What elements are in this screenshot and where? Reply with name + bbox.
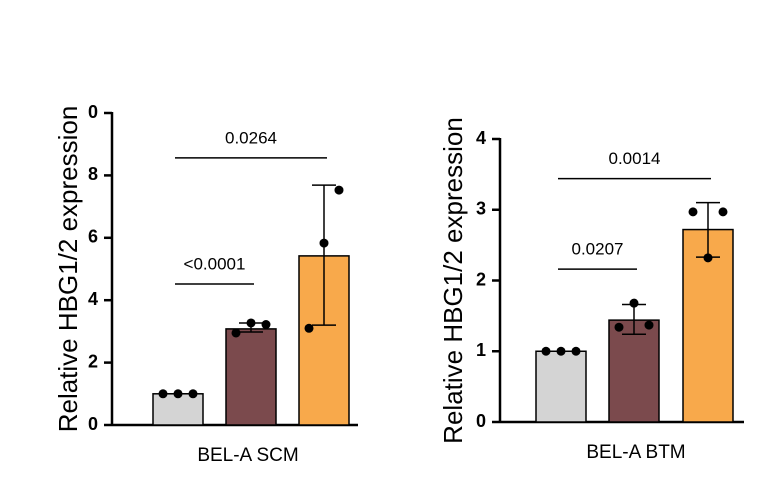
data-point xyxy=(246,318,256,328)
data-point xyxy=(688,207,698,217)
data-point xyxy=(334,185,344,195)
data-point xyxy=(718,207,728,217)
data-point xyxy=(158,389,168,399)
y-axis-label: Relative HBG1/2 expression xyxy=(438,117,468,444)
bar xyxy=(152,393,204,426)
y-tick-label: 8 xyxy=(88,164,98,184)
data-point xyxy=(629,298,639,308)
y-tick-label: 4 xyxy=(88,289,98,309)
data-point xyxy=(319,238,329,248)
y-tick-label: 2 xyxy=(88,351,98,371)
error-bar xyxy=(312,184,336,326)
bar xyxy=(608,319,660,423)
data-point xyxy=(231,328,241,338)
data-point xyxy=(541,346,551,356)
data-point xyxy=(614,322,624,332)
data-point xyxy=(556,346,566,356)
p-value: <0.0001 xyxy=(184,254,246,273)
y-tick-label: 0 xyxy=(476,411,486,431)
data-point xyxy=(304,323,314,333)
y-tick-label: 6 xyxy=(88,227,98,247)
p-value: 0.0014 xyxy=(609,149,661,168)
y-tick-label: 0 xyxy=(88,414,98,434)
y-tick-label: 3 xyxy=(476,199,486,219)
x-axis-label: BEL-A SCM xyxy=(197,445,298,466)
data-point xyxy=(571,346,581,356)
y-tick-label: 0 xyxy=(88,102,98,122)
data-point xyxy=(703,253,713,263)
data-point xyxy=(173,389,183,399)
p-value: 0.0264 xyxy=(225,128,277,147)
data-point xyxy=(261,320,271,330)
data-point xyxy=(644,320,654,330)
y-tick-label: 1 xyxy=(476,340,486,360)
x-axis-label: BEL-A BTM xyxy=(586,442,685,463)
bar xyxy=(535,350,587,423)
bar xyxy=(225,328,277,426)
y-tick-label: 2 xyxy=(476,269,486,289)
p-value: 0.0207 xyxy=(572,240,624,259)
y-tick-label: 4 xyxy=(476,128,486,148)
y-axis-label: Relative HBG1/2 expression xyxy=(53,106,83,433)
data-point xyxy=(188,389,198,399)
